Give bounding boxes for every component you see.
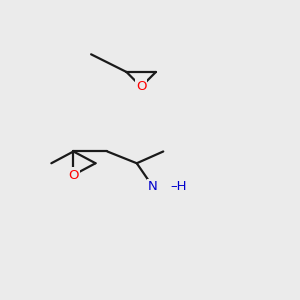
Text: O: O [136,80,146,93]
Text: O: O [68,169,79,182]
Text: –H: –H [171,180,187,193]
Text: N: N [148,180,158,193]
Text: H: H [148,178,158,191]
